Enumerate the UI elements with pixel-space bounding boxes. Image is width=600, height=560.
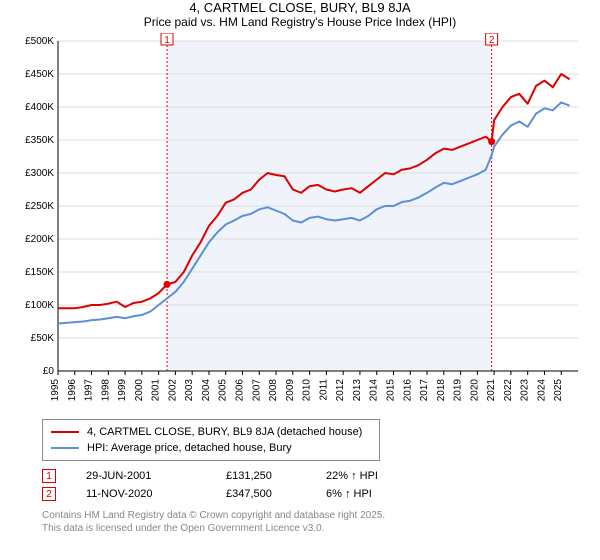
svg-text:2016: 2016: [402, 379, 413, 402]
svg-text:1996: 1996: [67, 379, 78, 402]
annotation-price: £347,500: [226, 488, 326, 500]
svg-text:2014: 2014: [369, 379, 380, 402]
legend: 4, CARTMEL CLOSE, BURY, BL9 8JA (detache…: [42, 419, 380, 461]
svg-text:£350K: £350K: [25, 135, 54, 146]
annotation-row: 1 29-JUN-2001£131,25022% ↑ HPI: [42, 467, 600, 485]
svg-text:2006: 2006: [235, 379, 246, 402]
footer-attribution: Contains HM Land Registry data © Crown c…: [42, 509, 600, 535]
svg-text:2017: 2017: [419, 379, 430, 402]
svg-text:2022: 2022: [503, 379, 514, 402]
chart-title: 4, CARTMEL CLOSE, BURY, BL9 8JA: [0, 0, 600, 15]
svg-text:£50K: £50K: [31, 333, 55, 344]
legend-label: 4, CARTMEL CLOSE, BURY, BL9 8JA (detache…: [87, 426, 362, 438]
line-chart-svg: £0 £50K £100K £150K £200K £250K £300K £350K £400…: [10, 33, 590, 413]
svg-text:2: 2: [489, 35, 495, 46]
svg-text:2003: 2003: [184, 379, 195, 402]
svg-text:1999: 1999: [117, 379, 128, 402]
annotation-row: 2 11-NOV-2020£347,5006% ↑ HPI: [42, 485, 600, 503]
svg-text:£450K: £450K: [25, 69, 54, 80]
chart-subtitle: Price paid vs. HM Land Registry's House …: [0, 15, 600, 29]
legend-label: HPI: Average price, detached house, Bury: [87, 442, 292, 454]
legend-swatch: [51, 431, 79, 433]
svg-text:£300K: £300K: [25, 168, 54, 179]
svg-text:£0: £0: [43, 366, 55, 377]
svg-text:2001: 2001: [151, 379, 162, 402]
svg-text:£100K: £100K: [25, 300, 54, 311]
svg-text:2021: 2021: [486, 379, 497, 402]
svg-text:2010: 2010: [302, 379, 313, 402]
svg-text:1: 1: [164, 35, 170, 46]
svg-text:£200K: £200K: [25, 234, 54, 245]
svg-text:1995: 1995: [50, 379, 61, 402]
legend-swatch: [51, 447, 79, 449]
legend-item: 4, CARTMEL CLOSE, BURY, BL9 8JA (detache…: [51, 424, 371, 440]
svg-text:2020: 2020: [469, 379, 480, 402]
svg-text:2013: 2013: [352, 379, 363, 402]
annotation-table: 1 29-JUN-2001£131,25022% ↑ HPI 2 11-NOV-202…: [42, 467, 600, 503]
legend-item: HPI: Average price, detached house, Bury: [51, 440, 371, 456]
chart-plot-area: £0 £50K £100K £150K £200K £250K £300K £350K £400…: [10, 33, 590, 413]
svg-text:2019: 2019: [453, 379, 464, 402]
footer-line-1: Contains HM Land Registry data © Crown c…: [42, 509, 600, 522]
svg-text:2015: 2015: [385, 379, 396, 402]
svg-text:£250K: £250K: [25, 201, 54, 212]
chart-container: 4, CARTMEL CLOSE, BURY, BL9 8JA Price pa…: [0, 0, 600, 560]
svg-text:2002: 2002: [167, 379, 178, 402]
svg-text:2008: 2008: [268, 379, 279, 402]
svg-text:2023: 2023: [520, 379, 531, 402]
svg-text:2007: 2007: [251, 379, 262, 402]
annotation-hpi: 22% ↑ HPI: [326, 470, 416, 482]
annotation-hpi: 6% ↑ HPI: [326, 488, 416, 500]
svg-text:2012: 2012: [335, 379, 346, 402]
svg-text:1998: 1998: [100, 379, 111, 402]
svg-text:£400K: £400K: [25, 102, 54, 113]
annotation-marker: 2: [42, 487, 56, 501]
annotation-price: £131,250: [226, 470, 326, 482]
svg-text:2018: 2018: [436, 379, 447, 402]
svg-text:£500K: £500K: [25, 36, 54, 47]
svg-text:2011: 2011: [318, 379, 329, 401]
svg-text:2005: 2005: [218, 379, 229, 402]
annotation-date: 29-JUN-2001: [86, 470, 226, 482]
svg-text:2000: 2000: [134, 379, 145, 402]
svg-text:2009: 2009: [285, 379, 296, 402]
svg-text:1997: 1997: [84, 379, 95, 402]
annotation-marker: 1: [42, 469, 56, 483]
footer-line-2: This data is licensed under the Open Gov…: [42, 522, 600, 535]
svg-text:£150K: £150K: [25, 267, 54, 278]
annotation-date: 11-NOV-2020: [86, 488, 226, 500]
svg-text:2004: 2004: [201, 379, 212, 402]
svg-text:2025: 2025: [553, 379, 564, 402]
svg-text:2024: 2024: [536, 379, 547, 402]
